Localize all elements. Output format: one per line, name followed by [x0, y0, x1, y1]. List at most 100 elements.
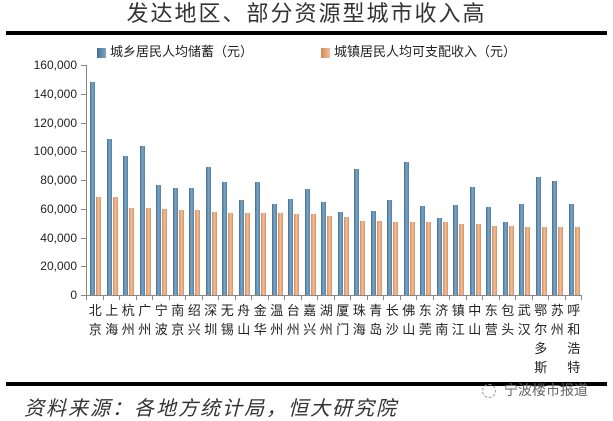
bar-income	[178, 209, 184, 295]
legend-item-savings: 城乡居民人均储蓄（元）	[97, 44, 253, 62]
bottom-divider	[6, 382, 607, 386]
y-tick-mark	[81, 209, 86, 210]
bar-savings	[238, 199, 244, 295]
x-tick-label: 东营	[484, 304, 498, 338]
x-tick-label: 湖州	[319, 304, 333, 338]
bar-savings	[387, 199, 392, 295]
bar-savings	[255, 181, 260, 295]
watermark: 宁波楼市报道	[482, 380, 588, 400]
y-tick-label: 140,000	[33, 86, 77, 101]
y-tick-mark	[81, 238, 86, 239]
bar-income	[145, 207, 151, 295]
bar-income	[244, 212, 250, 295]
x-tick-mark	[531, 295, 533, 300]
x-tick-mark	[284, 295, 285, 300]
bar-savings	[486, 206, 491, 295]
y-tick-mark	[81, 295, 86, 296]
bar-income	[294, 214, 299, 295]
x-tick-mark	[498, 295, 500, 300]
bar-income	[162, 208, 167, 295]
x-tick-mark	[366, 295, 368, 300]
top-divider	[6, 31, 607, 35]
bar-savings	[420, 205, 425, 295]
x-tick-label: 南京	[171, 304, 185, 338]
wechat-icon	[482, 384, 496, 398]
bar-savings	[552, 180, 557, 295]
x-tick-mark	[333, 295, 335, 300]
x-tick-label: 北京	[88, 304, 102, 338]
bar-income	[195, 209, 200, 295]
bar-income	[228, 212, 233, 295]
x-tick-label: 呼和浩特	[567, 304, 581, 376]
x-tick-mark	[350, 295, 351, 300]
bar-income	[508, 225, 514, 295]
x-tick-label: 佛山	[402, 304, 416, 338]
bar-income	[360, 220, 365, 295]
y-tick-label: 120,000	[33, 115, 77, 130]
watermark-text: 宁波楼市报道	[504, 383, 588, 399]
x-tick-mark	[383, 295, 384, 300]
chart-title: 发达地区、部分资源型城市收入高	[126, 2, 487, 27]
bar-savings	[106, 138, 112, 295]
legend-label-income: 城镇居民人均可支配收入（元）	[334, 45, 517, 60]
bar-income	[393, 221, 398, 295]
bar-savings	[271, 203, 277, 295]
y-tick-mark	[81, 123, 86, 124]
bar-income	[525, 226, 530, 295]
y-tick-mark	[81, 266, 86, 267]
y-axis	[86, 65, 87, 296]
bar-income	[112, 197, 118, 295]
x-tick-label: 上海	[105, 304, 119, 338]
bar-income	[475, 223, 481, 295]
x-tick-mark	[119, 295, 120, 300]
x-tick-mark	[152, 295, 153, 300]
x-tick-mark	[399, 295, 401, 300]
x-tick-mark	[168, 295, 170, 300]
x-tick-mark	[201, 295, 203, 300]
x-tick-mark	[416, 295, 417, 300]
bar-income	[211, 211, 217, 295]
y-tick-label: 0	[70, 288, 77, 302]
x-tick-mark	[300, 295, 302, 300]
y-tick-label: 60,000	[40, 201, 77, 216]
legend-swatch-savings-icon	[97, 47, 106, 58]
bar-income	[343, 216, 349, 295]
x-tick-label: 厦门	[336, 304, 350, 338]
bar-income	[442, 221, 448, 295]
bar-savings	[337, 211, 343, 295]
x-tick-mark	[564, 295, 566, 300]
x-tick-label: 济南	[435, 304, 449, 338]
x-tick-mark	[267, 295, 269, 300]
x-tick-mark	[515, 295, 516, 300]
legend-item-income: 城镇居民人均可支配收入（元）	[321, 44, 516, 62]
y-tick-mark	[81, 151, 86, 152]
bar-savings	[321, 202, 326, 295]
bar-savings	[90, 81, 95, 295]
x-tick-label: 温州	[270, 304, 284, 338]
bar-savings	[123, 155, 128, 295]
x-tick-label: 广州	[138, 304, 152, 338]
y-tick-label: 80,000	[40, 173, 77, 187]
x-tick-label: 中山	[468, 304, 482, 338]
x-tick-label: 深圳	[204, 304, 218, 338]
bar-savings	[453, 204, 458, 295]
x-tick-mark	[581, 295, 582, 300]
y-tick-label: 40,000	[40, 230, 77, 245]
legend-swatch-income-icon	[321, 47, 330, 58]
bar-savings	[519, 203, 524, 295]
bar-income	[459, 223, 464, 295]
x-tick-mark	[218, 295, 219, 300]
bar-income	[409, 221, 415, 295]
x-axis-labels: 北京上海杭州广州宁波南京绍兴深圳无锡舟山金华温州台州嘉兴湖州厦门珠海青岛长沙佛山…	[87, 302, 582, 382]
y-tick-label: 160,000	[33, 58, 77, 72]
source-note: 资料来源：各地方统计局，恒大研究院	[24, 396, 398, 420]
x-tick-label: 武汉	[517, 304, 531, 338]
x-tick-mark	[465, 295, 467, 300]
x-tick-label: 杭州	[121, 304, 135, 338]
y-tick-label: 20,000	[40, 259, 77, 274]
bar-savings	[288, 198, 293, 295]
x-tick-mark	[185, 295, 186, 300]
x-tick-label: 鄂尔多斯	[534, 304, 548, 376]
bar-income	[277, 213, 283, 295]
bar-savings	[156, 185, 161, 295]
